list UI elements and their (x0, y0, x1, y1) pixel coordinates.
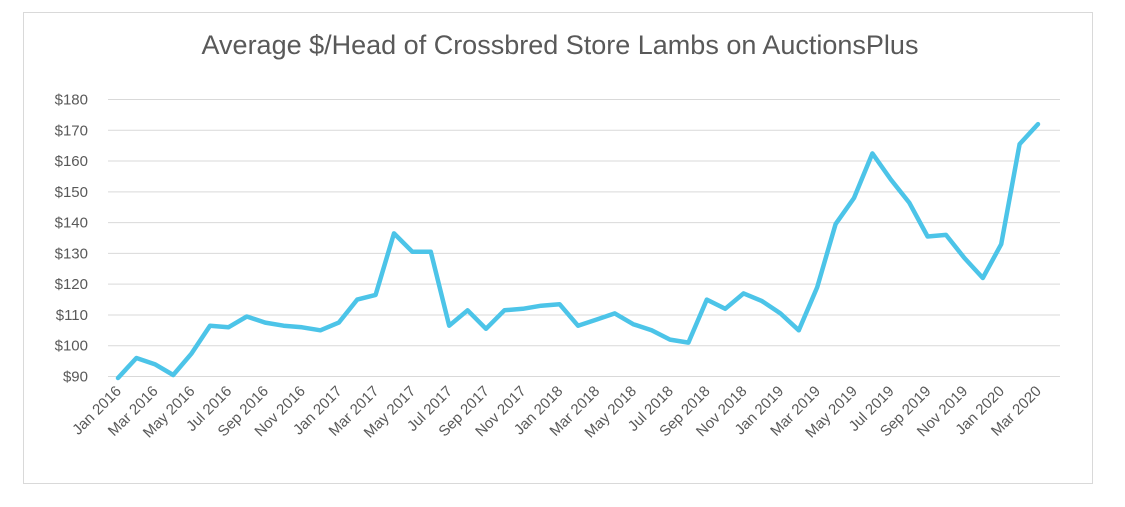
y-tick-label: $100 (55, 338, 88, 355)
gridlines (108, 99, 1060, 377)
y-tick-label: $150 (55, 184, 88, 201)
chart-title: Average $/Head of Crossbred Store Lambs … (201, 30, 919, 60)
y-tick-label: $90 (63, 369, 88, 386)
y-tick-label: $180 (55, 92, 88, 109)
y-tick-label: $170 (55, 122, 88, 139)
plot-area (115, 121, 1041, 381)
y-tick-label: $160 (55, 153, 88, 170)
y-axis-ticks: $90 $100 $110 $120 $130 $140 $150 $160 $170 $180 (55, 92, 88, 386)
chart-frame (23, 12, 1093, 484)
y-tick-label: $120 (55, 276, 88, 293)
y-tick-label: $110 (56, 307, 88, 324)
y-tick-label: $140 (55, 215, 88, 232)
y-tick-label: $130 (55, 245, 88, 262)
series-line (115, 121, 1041, 381)
